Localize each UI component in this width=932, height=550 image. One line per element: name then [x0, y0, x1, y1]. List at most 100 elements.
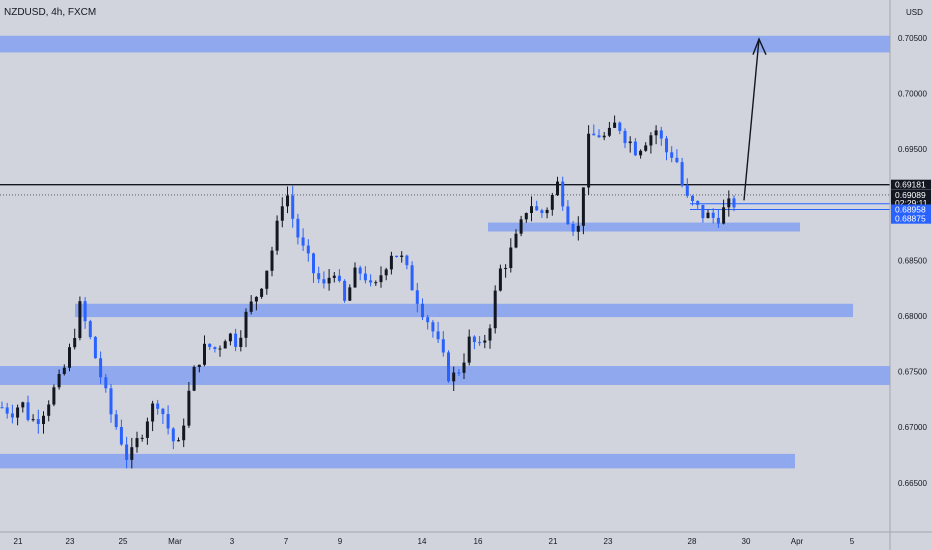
- candle-body: [99, 358, 103, 378]
- candle-body: [353, 267, 357, 288]
- candle-body: [47, 404, 51, 416]
- candle-body: [680, 162, 684, 186]
- candle-body: [561, 181, 565, 207]
- candle-body: [68, 347, 71, 368]
- candle-body: [395, 255, 399, 257]
- candle-body: [327, 277, 331, 284]
- candle-body: [644, 145, 648, 151]
- candle-body: [483, 340, 487, 343]
- candle-body: [545, 209, 549, 214]
- candle-body: [597, 135, 601, 138]
- candle-body: [42, 415, 45, 424]
- candle-body: [514, 233, 518, 248]
- candle-body: [618, 122, 622, 131]
- candle-body: [727, 198, 731, 208]
- candle-body: [109, 388, 113, 415]
- candle-body: [670, 152, 674, 158]
- candle-body: [208, 343, 212, 347]
- time-tick-label: 23: [604, 537, 613, 546]
- plot-area[interactable]: [0, 0, 890, 532]
- candle-body: [519, 219, 523, 234]
- candle-body: [130, 447, 134, 460]
- candle-body: [78, 301, 82, 338]
- price-tick-label: 0.67500: [898, 368, 927, 377]
- candle-body: [685, 185, 689, 196]
- time-tick-label: 21: [14, 537, 23, 546]
- candle-body: [639, 150, 643, 156]
- candle-body: [602, 135, 606, 138]
- candle-body: [254, 296, 258, 302]
- tag-current-price-label: 0.69089: [895, 190, 926, 200]
- tag-level-upper-label: 0.68958: [895, 205, 926, 215]
- zone-0: [0, 35, 890, 53]
- price-axis[interactable]: 0.705000.700000.695000.690000.685000.680…: [898, 34, 927, 488]
- candle-body: [530, 206, 533, 213]
- candle-body: [249, 301, 253, 312]
- candle-body: [36, 419, 40, 424]
- candle-body: [358, 267, 362, 274]
- candle-body: [613, 122, 617, 128]
- candle-body: [301, 237, 305, 246]
- tag-level-lower-bg: [891, 213, 931, 224]
- candle-body: [384, 269, 388, 276]
- candle-body: [379, 275, 383, 283]
- time-axis[interactable]: 21 23 25 Mar 3 7 9 14 16 21 23 28 30 Apr 5: [14, 537, 855, 546]
- candle-body: [711, 212, 715, 218]
- candle-body: [415, 290, 419, 304]
- projection-arrow-shaft: [743, 39, 760, 201]
- time-tick-label: 21: [549, 537, 558, 546]
- candle-body: [104, 377, 108, 389]
- zone-3: [0, 366, 890, 385]
- candle-body: [119, 427, 123, 445]
- candle-body: [348, 287, 352, 301]
- candle-body: [623, 130, 627, 144]
- candle-body: [270, 250, 274, 271]
- candle-body: [566, 206, 570, 225]
- candle-body: [337, 275, 341, 281]
- support-resistance-zones: [0, 35, 890, 469]
- candle-body: [535, 206, 539, 211]
- candle-body: [57, 374, 61, 388]
- candle-body: [114, 414, 118, 427]
- candle-body: [493, 290, 497, 329]
- candle-body: [550, 195, 554, 210]
- candle-body: [607, 127, 611, 136]
- candle-body: [675, 157, 679, 163]
- candle-body: [659, 130, 663, 139]
- candle-body: [472, 336, 476, 343]
- candle-body: [576, 225, 580, 232]
- candle-body: [177, 440, 180, 442]
- candle-body: [151, 403, 155, 422]
- candle-body: [457, 372, 461, 374]
- candle-body: [317, 273, 321, 280]
- candle-body: [732, 198, 736, 208]
- time-tick-label: Mar: [168, 537, 182, 546]
- candle-body: [691, 195, 694, 201]
- candle-body: [332, 275, 336, 278]
- tag-current-price-bg: [891, 189, 931, 208]
- zone-1: [488, 222, 800, 232]
- candle-body: [52, 387, 56, 405]
- candle-body: [312, 253, 315, 274]
- candle-body: [228, 333, 232, 342]
- projection-arrow-head: [752, 37, 767, 55]
- projection-arrow: [743, 37, 767, 201]
- tag-level-upper-bg: [891, 204, 931, 215]
- candle-body: [140, 437, 144, 439]
- candle-body: [234, 333, 238, 347]
- candle-body: [571, 224, 575, 232]
- candle-body: [192, 367, 196, 391]
- price-tick-label: 0.68000: [898, 312, 927, 321]
- candle-body: [498, 268, 502, 291]
- candle-body: [488, 328, 492, 341]
- candle-body: [218, 348, 222, 350]
- candle-body: [125, 444, 129, 460]
- candle-body: [369, 280, 373, 283]
- time-tick-label: 30: [742, 537, 751, 546]
- candle-body: [62, 367, 66, 374]
- time-tick-label: 16: [474, 537, 483, 546]
- time-tick-label: 7: [284, 537, 289, 546]
- candle-body: [187, 390, 191, 426]
